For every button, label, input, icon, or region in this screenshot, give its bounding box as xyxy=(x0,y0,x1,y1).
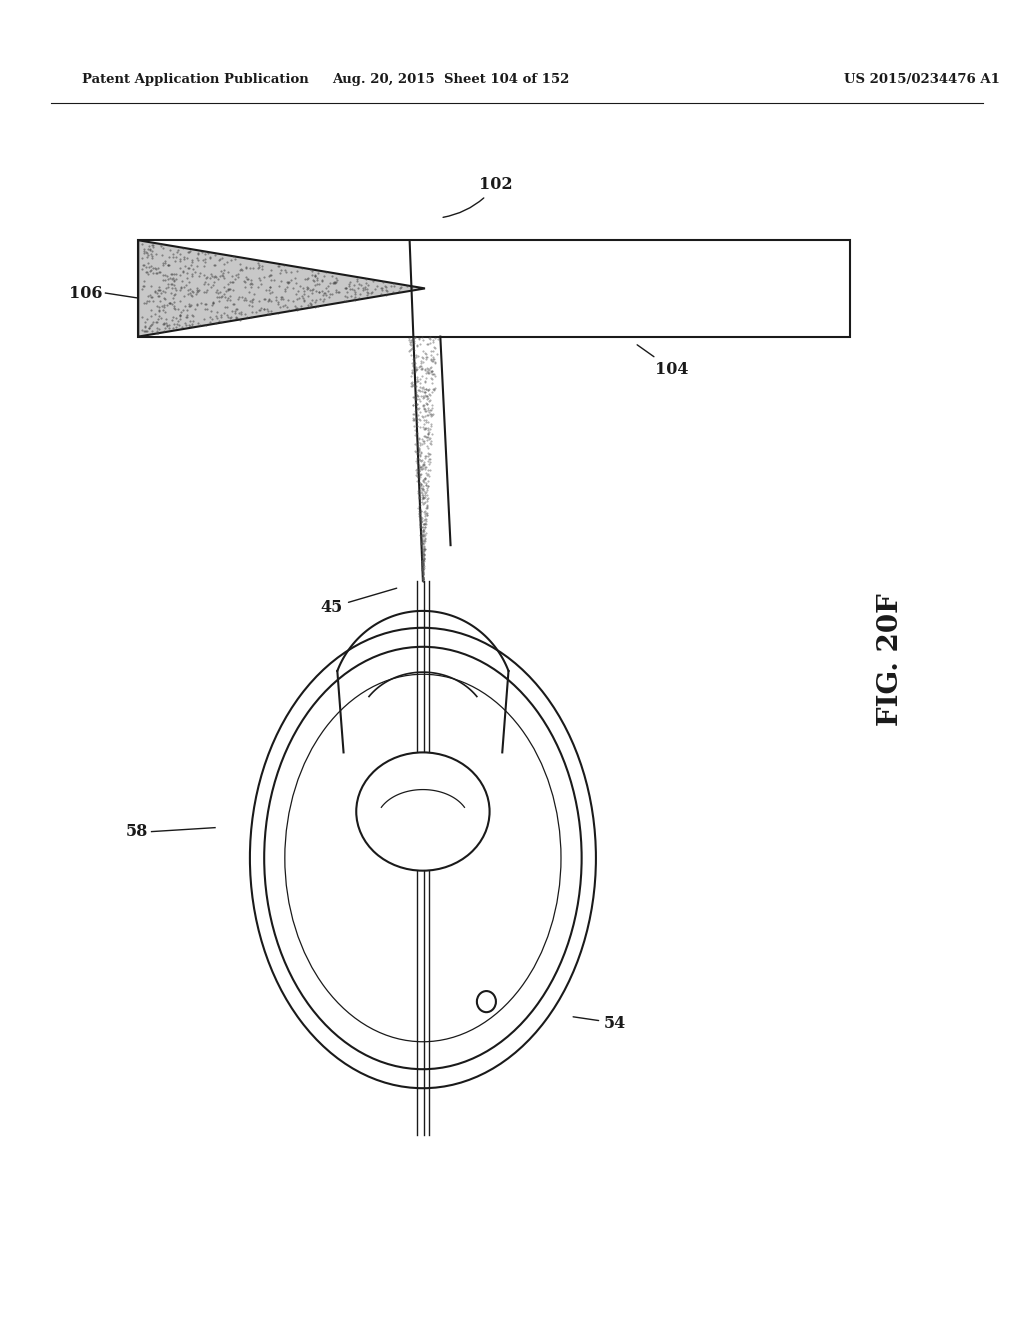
Text: 104: 104 xyxy=(637,345,689,378)
Text: 54: 54 xyxy=(573,1015,627,1031)
Text: FIG. 20F: FIG. 20F xyxy=(878,594,904,726)
Polygon shape xyxy=(138,240,425,337)
Ellipse shape xyxy=(264,647,582,1069)
Ellipse shape xyxy=(285,675,561,1041)
Text: 58: 58 xyxy=(126,824,148,840)
Text: 106: 106 xyxy=(69,285,102,301)
Ellipse shape xyxy=(250,628,596,1088)
Bar xyxy=(138,240,850,337)
Text: 45: 45 xyxy=(321,589,396,615)
Text: 102: 102 xyxy=(443,177,513,218)
Ellipse shape xyxy=(477,991,496,1012)
Ellipse shape xyxy=(356,752,489,871)
Text: Patent Application Publication: Patent Application Publication xyxy=(82,73,308,86)
Text: Aug. 20, 2015  Sheet 104 of 152: Aug. 20, 2015 Sheet 104 of 152 xyxy=(332,73,569,86)
Text: US 2015/0234476 A1: US 2015/0234476 A1 xyxy=(844,73,999,86)
